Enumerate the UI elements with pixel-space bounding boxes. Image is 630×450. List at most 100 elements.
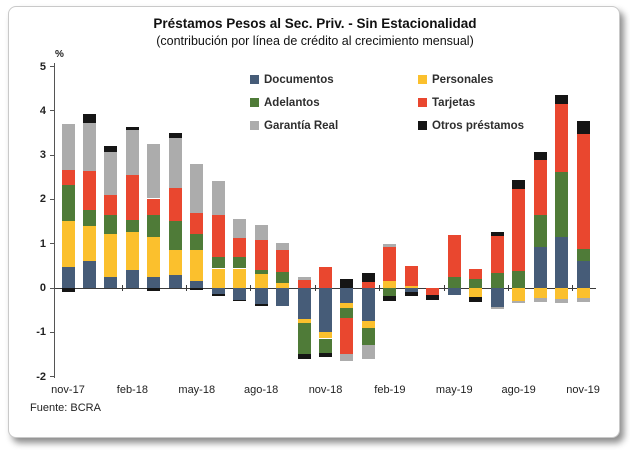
y-tick-label: 1 <box>39 237 46 250</box>
bar-segment-adelantos-oct-18 <box>297 323 311 354</box>
bar-segment-adelantos-jun-19 <box>469 278 483 288</box>
legend-item-tarjetas: Tarjetas <box>418 97 475 109</box>
x-tick <box>507 285 509 291</box>
bar-segment-otros-pr-stamos-nov-17 <box>61 288 75 293</box>
bar-segment-personales-jul-18 <box>233 268 247 288</box>
y-tick-label: 0 <box>39 282 46 294</box>
bar-segment-otros-pr-stamos-jul-18 <box>233 299 247 301</box>
bar-segment-personales-oct-19 <box>555 288 569 299</box>
chart-title: Préstamos Pesos al Sec. Priv. - Sin Esta… <box>153 16 477 31</box>
y-tick-label: 2 <box>39 193 46 206</box>
bar-segment-documentos-jun-18 <box>211 288 225 294</box>
bar-segment-documentos-dic-18 <box>340 288 354 304</box>
bar-segment-personales-jun-19 <box>469 288 483 298</box>
bar-segment-adelantos-feb-19 <box>383 288 397 296</box>
bar-segment-garant-a-real-abr-18 <box>168 138 182 188</box>
y-tick <box>50 66 55 67</box>
bar-segment-documentos-nov-18 <box>319 288 333 332</box>
bar-segment-adelantos-jul-18 <box>233 257 247 269</box>
y-tick-label: 4 <box>39 104 46 117</box>
bar-segment-tarjetas-mar-19 <box>404 265 418 286</box>
bar-segment-adelantos-jun-18 <box>211 257 225 269</box>
x-tick-label: nov-17 <box>51 384 85 396</box>
bar-segment-garant-a-real-ene-19 <box>361 345 375 360</box>
bar-segment-adelantos-nov-19 <box>576 248 590 262</box>
bar-segment-documentos-mar-18 <box>147 276 161 288</box>
bar-segment-garant-a-real-nov-17 <box>61 124 75 170</box>
bar-segment-otros-pr-stamos-dic-17 <box>82 113 96 123</box>
legend-swatch-adelantos-icon <box>250 98 259 107</box>
x-tick <box>314 285 316 291</box>
bar-segment-garant-a-real-jul-19 <box>490 306 504 310</box>
bar-segment-personales-ene-18 <box>104 233 118 277</box>
bar-segment-garant-a-real-mar-18 <box>147 144 161 199</box>
bar-segment-adelantos-ago-19 <box>512 271 526 288</box>
bar-segment-tarjetas-ene-18 <box>104 195 118 216</box>
legend-label: Garantía Real <box>264 120 339 132</box>
bar-segment-tarjetas-nov-18 <box>319 266 333 288</box>
bar-segment-tarjetas-sep-19 <box>533 160 547 216</box>
bar-segment-documentos-ene-18 <box>104 276 118 288</box>
bar-segment-documentos-feb-18 <box>125 270 139 288</box>
bar-segment-tarjetas-jun-18 <box>211 215 225 258</box>
bar-segment-garant-a-real-jul-18 <box>233 218 247 239</box>
bar-segment-tarjetas-ene-19 <box>361 281 375 288</box>
bar-segment-personales-mar-18 <box>147 237 161 277</box>
bar-segment-tarjetas-abr-18 <box>168 187 182 222</box>
bar-segment-adelantos-dic-18 <box>340 308 354 319</box>
bar-segment-personales-nov-19 <box>576 288 590 298</box>
x-tick-label: nov-19 <box>566 384 600 396</box>
x-tick-label: ago-19 <box>501 384 536 396</box>
bar-segment-adelantos-abr-18 <box>168 221 182 251</box>
bar-segment-tarjetas-may-19 <box>447 234 461 277</box>
bar-segment-personales-nov-17 <box>61 220 75 268</box>
x-tick <box>379 285 381 291</box>
bar-segment-tarjetas-oct-18 <box>297 280 311 288</box>
bar-segment-otros-pr-stamos-ene-18 <box>104 146 118 152</box>
bar-segment-tarjetas-mar-18 <box>147 198 161 216</box>
bar-segment-documentos-oct-19 <box>555 237 569 288</box>
bar-segment-personales-dic-18 <box>340 303 354 309</box>
bar-segment-personales-may-18 <box>190 250 204 282</box>
bar-segment-personales-dic-17 <box>82 225 96 261</box>
legend-item-garant-a-real: Garantía Real <box>250 120 338 132</box>
bar-segment-adelantos-may-19 <box>447 276 461 288</box>
legend-label: Documentos <box>264 74 334 86</box>
bar-segment-adelantos-nov-18 <box>319 338 333 354</box>
bar-segment-documentos-may-18 <box>190 281 204 288</box>
source-note: Fuente: BCRA <box>30 402 101 414</box>
y-tick-label: 5 <box>39 60 46 73</box>
y-tick <box>50 331 55 333</box>
bar-segment-adelantos-ago-18 <box>254 270 268 275</box>
bar-segment-adelantos-sep-19 <box>533 215 547 247</box>
bar-segment-documentos-abr-18 <box>168 274 182 288</box>
bar-segment-adelantos-feb-18 <box>125 220 139 233</box>
bar-segment-documentos-sep-19 <box>533 246 547 288</box>
bar-segment-personales-ene-19 <box>361 321 375 328</box>
bar-segment-adelantos-ene-18 <box>104 215 118 234</box>
bar-segment-tarjetas-jul-18 <box>233 238 247 258</box>
bar-segment-otros-pr-stamos-jun-18 <box>211 293 225 297</box>
y-tick <box>50 110 55 112</box>
bar-segment-adelantos-jul-19 <box>490 273 504 288</box>
bar-segment-garant-a-real-ago-19 <box>512 301 526 304</box>
bar-segment-personales-jun-18 <box>211 268 225 288</box>
bar-segment-garant-a-real-sep-18 <box>276 242 290 251</box>
bar-segment-garant-a-real-jun-18 <box>211 181 225 216</box>
legend-swatch-tarjetas-icon <box>418 98 427 107</box>
y-tick-label: 3 <box>39 149 46 162</box>
x-tick-label: feb-18 <box>116 384 148 396</box>
y-tick <box>50 198 55 200</box>
bar-segment-personales-mar-19 <box>404 285 418 288</box>
bar-segment-garant-a-real-oct-19 <box>555 298 569 303</box>
x-tick <box>572 285 574 291</box>
bar-segment-tarjetas-jun-19 <box>469 268 483 279</box>
bar-segment-otros-pr-stamos-oct-18 <box>297 353 311 360</box>
x-tick <box>121 285 123 291</box>
y-tick-label: -2 <box>36 370 46 383</box>
bar-segment-documentos-may-19 <box>447 288 461 296</box>
x-tick <box>186 285 188 291</box>
x-tick-label: may-18 <box>178 384 216 396</box>
bar-segment-personales-feb-18 <box>125 232 139 271</box>
